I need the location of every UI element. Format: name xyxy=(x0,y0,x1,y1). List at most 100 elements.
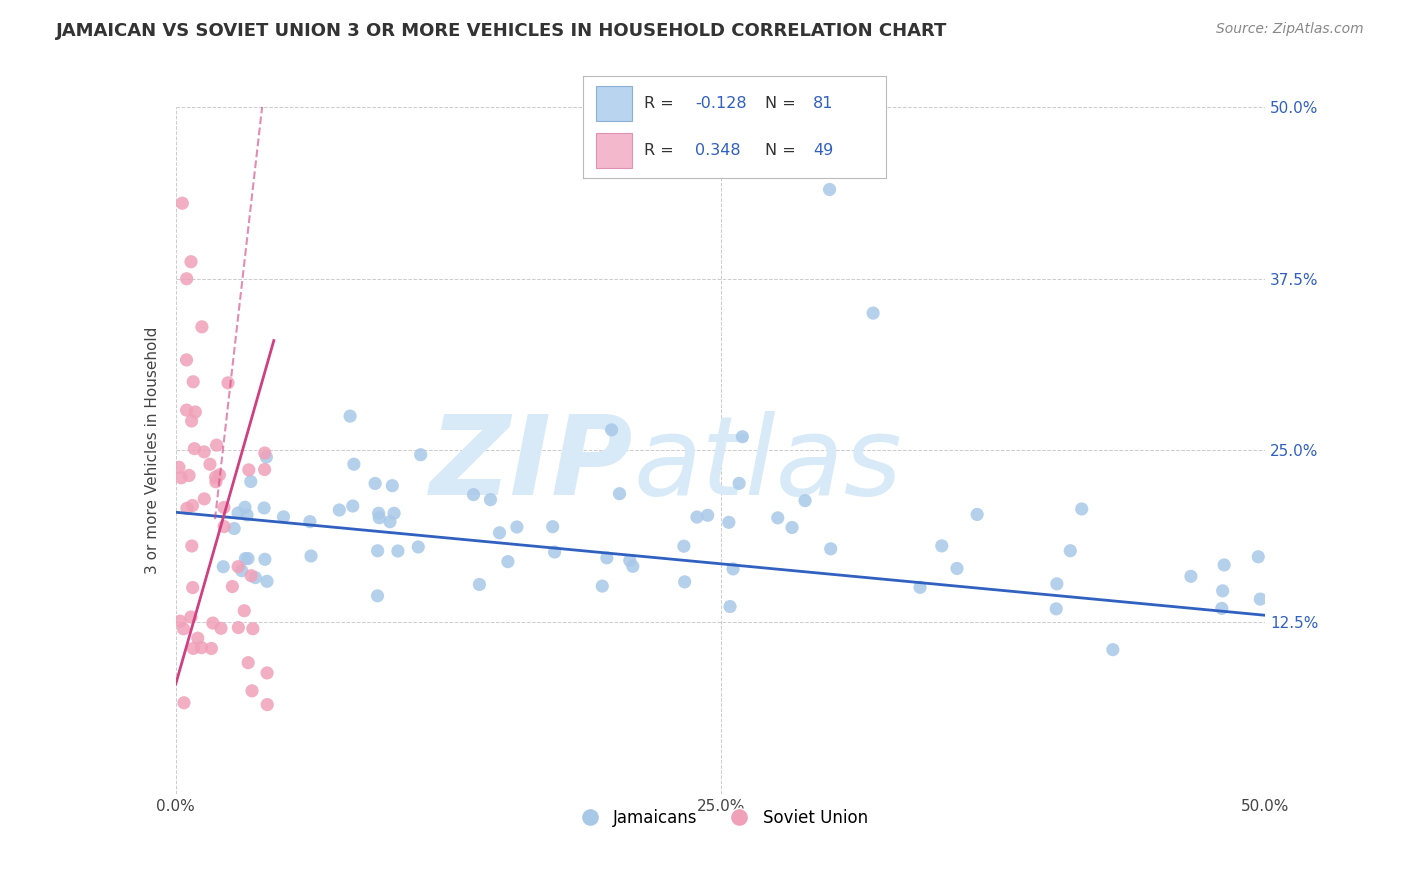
Point xyxy=(173,622,195,636)
Point xyxy=(721,562,744,576)
Point xyxy=(193,445,215,459)
Point xyxy=(908,580,931,594)
Point xyxy=(181,375,204,389)
Point xyxy=(488,525,510,540)
Point xyxy=(212,519,235,533)
Point xyxy=(364,476,387,491)
Point xyxy=(273,509,295,524)
Point xyxy=(342,499,364,513)
Point xyxy=(1212,583,1234,598)
Point xyxy=(609,486,631,500)
Point xyxy=(328,503,350,517)
Point xyxy=(463,488,485,502)
Point xyxy=(1070,502,1092,516)
Point xyxy=(224,522,246,536)
Point xyxy=(177,468,200,483)
Point xyxy=(176,403,198,417)
Point xyxy=(673,574,696,589)
Text: JAMAICAN VS SOVIET UNION 3 OR MORE VEHICLES IN HOUSEHOLD CORRELATION CHART: JAMAICAN VS SOVIET UNION 3 OR MORE VEHIC… xyxy=(56,22,948,40)
Point xyxy=(368,510,391,524)
Point xyxy=(172,196,194,211)
Point xyxy=(299,549,322,563)
Point xyxy=(170,471,193,485)
Point xyxy=(167,460,190,475)
Point xyxy=(212,500,235,515)
Point xyxy=(946,561,969,575)
Point xyxy=(205,475,228,489)
Point xyxy=(180,610,202,624)
Point xyxy=(176,271,198,285)
Point xyxy=(238,656,260,670)
Point xyxy=(619,553,641,567)
Point xyxy=(190,640,212,655)
Point xyxy=(184,405,207,419)
Point xyxy=(238,463,260,477)
Point xyxy=(226,559,249,574)
Point xyxy=(221,580,243,594)
Point xyxy=(367,543,389,558)
Point xyxy=(696,508,718,523)
Point xyxy=(242,622,264,636)
Point xyxy=(367,506,389,520)
Point xyxy=(176,501,198,516)
Point xyxy=(543,545,565,559)
Text: 49: 49 xyxy=(813,144,834,158)
Point xyxy=(931,539,953,553)
Point xyxy=(1211,601,1233,615)
Point xyxy=(217,376,239,390)
Point xyxy=(180,414,202,428)
Text: atlas: atlas xyxy=(633,410,903,517)
Point xyxy=(343,457,366,471)
Point xyxy=(198,457,221,471)
Point xyxy=(233,604,256,618)
Point xyxy=(180,254,202,268)
Point xyxy=(187,631,209,645)
Point xyxy=(209,621,232,635)
Point xyxy=(239,475,262,489)
Point xyxy=(506,520,529,534)
Text: -0.128: -0.128 xyxy=(696,96,747,111)
Point xyxy=(406,540,429,554)
Point xyxy=(1249,592,1271,607)
Point xyxy=(596,550,619,565)
Point xyxy=(672,539,695,553)
Point xyxy=(183,442,205,456)
Point xyxy=(731,430,754,444)
Point xyxy=(717,516,740,530)
Point xyxy=(621,559,644,574)
Point xyxy=(181,641,204,656)
Point xyxy=(253,552,276,566)
Point xyxy=(1045,602,1067,616)
Point xyxy=(228,621,250,635)
Point xyxy=(541,519,564,533)
Point xyxy=(226,506,249,520)
Point xyxy=(591,579,613,593)
Point xyxy=(496,555,519,569)
Point xyxy=(256,574,278,589)
Point xyxy=(240,683,263,698)
Point xyxy=(212,559,235,574)
Text: R =: R = xyxy=(644,96,679,111)
Point xyxy=(245,571,267,585)
Point xyxy=(1247,549,1270,564)
Point xyxy=(1059,543,1081,558)
Text: Source: ZipAtlas.com: Source: ZipAtlas.com xyxy=(1216,22,1364,37)
Point xyxy=(236,551,259,566)
Point xyxy=(208,467,231,482)
Point xyxy=(686,510,709,524)
Point xyxy=(1180,569,1202,583)
FancyBboxPatch shape xyxy=(596,133,631,168)
Point xyxy=(181,499,204,513)
Text: ZIP: ZIP xyxy=(430,410,633,517)
Point xyxy=(176,352,198,367)
Text: N =: N = xyxy=(765,144,801,158)
Point xyxy=(298,515,321,529)
Point xyxy=(1213,558,1236,572)
Y-axis label: 3 or more Vehicles in Household: 3 or more Vehicles in Household xyxy=(145,326,160,574)
Point xyxy=(253,500,276,515)
Point xyxy=(718,599,741,614)
Point xyxy=(204,470,226,484)
Text: R =: R = xyxy=(644,144,679,158)
Point xyxy=(409,448,432,462)
Point xyxy=(780,520,803,534)
